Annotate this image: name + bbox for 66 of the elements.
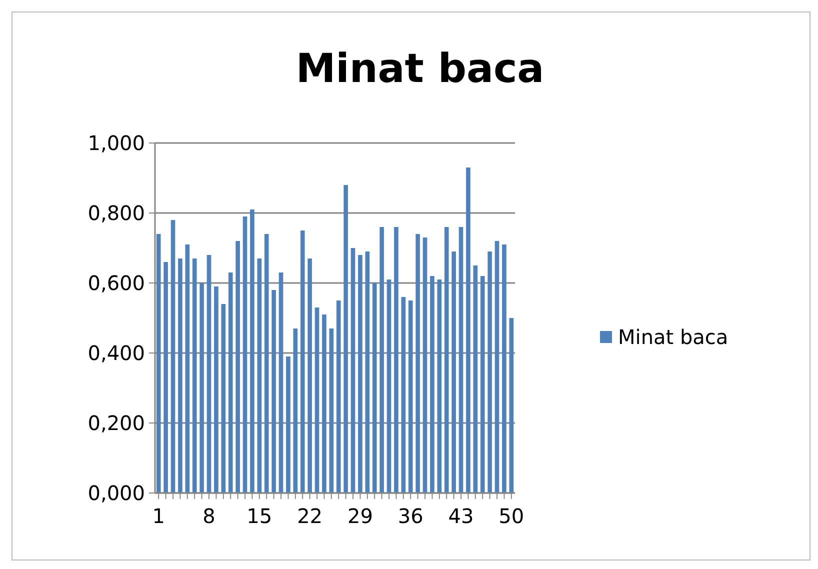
y-tick-label: 0,800 — [88, 201, 145, 225]
bar — [156, 234, 161, 493]
bar — [509, 318, 514, 493]
bar — [329, 328, 334, 493]
bar — [344, 185, 348, 493]
bar — [494, 241, 500, 493]
y-tick-label: 0,200 — [88, 411, 145, 435]
y-tick-label: 1,000 — [88, 131, 145, 155]
bar — [444, 227, 449, 493]
bar — [164, 262, 168, 493]
bar — [365, 252, 370, 493]
chart-title: Minat baca — [296, 46, 544, 92]
x-tick-label: 8 — [202, 504, 216, 528]
bar — [214, 286, 218, 493]
bar — [170, 220, 176, 493]
bar — [350, 248, 356, 493]
bar — [236, 241, 240, 493]
bar — [278, 272, 284, 493]
bar — [314, 308, 320, 493]
bar — [242, 216, 248, 493]
bar — [401, 297, 406, 493]
bar — [380, 227, 384, 493]
bar — [386, 280, 392, 493]
y-tick-label: 0,400 — [88, 341, 145, 365]
x-tick-label: 43 — [448, 504, 474, 528]
bar — [480, 276, 485, 493]
bar — [272, 290, 276, 493]
bar — [452, 252, 456, 493]
bar — [192, 258, 197, 493]
bar — [286, 356, 290, 493]
bar — [257, 258, 262, 493]
bar — [408, 300, 413, 493]
bar — [206, 255, 212, 493]
bar — [264, 234, 269, 493]
bar — [300, 230, 305, 493]
bar — [416, 234, 420, 493]
x-tick-label: 36 — [398, 504, 424, 528]
bar — [372, 283, 377, 493]
bar — [250, 210, 254, 493]
bar — [394, 227, 398, 493]
bar — [422, 238, 428, 493]
x-tick-label: 29 — [347, 504, 373, 528]
bar — [200, 283, 204, 493]
x-tick-label: 22 — [297, 504, 323, 528]
x-tick-label: 15 — [246, 504, 272, 528]
bar — [293, 328, 298, 493]
y-tick-label: 0,000 — [88, 481, 145, 505]
bar — [502, 244, 506, 493]
bar — [473, 266, 478, 493]
x-tick-label: 50 — [498, 504, 524, 528]
bar — [178, 258, 182, 493]
bar — [322, 314, 326, 493]
bar — [466, 168, 470, 493]
bar — [437, 280, 442, 493]
bar — [336, 300, 341, 493]
bar — [221, 304, 226, 493]
x-tick-label: 1 — [152, 504, 165, 528]
bar — [488, 252, 492, 493]
bar — [358, 255, 362, 493]
legend-label: Minat baca — [618, 325, 728, 349]
bar — [228, 272, 233, 493]
bar — [458, 227, 464, 493]
bar — [185, 244, 190, 493]
bar — [308, 258, 312, 493]
y-tick-label: 0,600 — [88, 271, 145, 295]
bar — [430, 276, 434, 493]
